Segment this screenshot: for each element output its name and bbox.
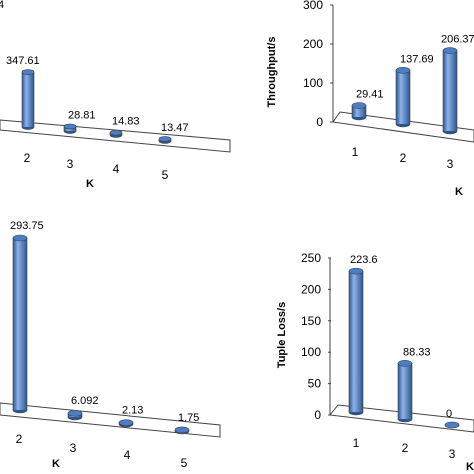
data-label: 29.41 xyxy=(356,89,384,101)
y-tick-label: 150 xyxy=(301,314,321,328)
data-label: 1.75 xyxy=(178,412,199,424)
y-tick-label: 200 xyxy=(303,37,323,51)
bar xyxy=(109,129,123,138)
panel-top-left: 4 347.61 2 28.81 3 14.83 4 13.47 5 K xyxy=(0,0,231,190)
x-axis-title: K xyxy=(52,458,60,470)
bar xyxy=(174,426,190,435)
data-label: 28.81 xyxy=(68,109,96,121)
x-tick-label: 3 xyxy=(449,447,456,461)
y-tick-label: 0 xyxy=(316,115,323,129)
x-tick-label: 5 xyxy=(181,456,188,470)
y-tick-label: 300 xyxy=(303,0,323,12)
panel-bottom-right: 0 50 100 150 200 250 Tuple Loss/s 223.6 1 88.33… xyxy=(276,251,474,473)
bar xyxy=(158,136,172,144)
panel-bottom-left: 293.75 2 6.092 3 2.13 4 1.75 5 K xyxy=(0,220,221,470)
x-tick-label: 2 xyxy=(400,151,407,165)
data-label: 14.83 xyxy=(112,116,140,128)
bars-group: 223.6 1 88.33 2 0 3 xyxy=(348,254,460,461)
bar xyxy=(395,67,411,128)
x-tick-label: 3 xyxy=(447,157,454,171)
y-tick-label: 100 xyxy=(303,76,323,90)
svg-text:K: K xyxy=(52,458,60,470)
x-axis-title: K xyxy=(86,178,94,190)
x-tick-label: 3 xyxy=(67,157,74,171)
x-tick-label: 3 xyxy=(70,441,77,455)
x-tick-label: 1 xyxy=(353,436,360,450)
bar xyxy=(12,234,28,414)
y-axis-title: Throughput/s xyxy=(266,37,278,108)
y-tick-labels: 0 50 100 150 200 250 xyxy=(301,251,331,422)
y-axis-title: Tuple Loss/s xyxy=(276,302,288,368)
bar xyxy=(351,102,367,121)
y-tick-label: 0 xyxy=(314,408,321,422)
bar xyxy=(21,69,35,130)
panel-top-right: 0 100 200 300 Throughput/s 29.41 1 137.69 2 206… xyxy=(266,0,474,198)
data-label: 293.75 xyxy=(10,220,44,232)
bar xyxy=(63,123,77,134)
data-label: 347.61 xyxy=(6,55,40,67)
x-tick-label: 5 xyxy=(162,168,169,182)
data-label: 88.33 xyxy=(403,346,431,358)
svg-text:K: K xyxy=(86,178,94,190)
data-label: 2.13 xyxy=(122,405,143,417)
data-label: 6.092 xyxy=(71,395,99,407)
y-tick-label: 50 xyxy=(308,377,322,391)
bar xyxy=(442,47,458,135)
data-label: 206.377 xyxy=(441,34,474,46)
x-tick-label: 4 xyxy=(124,448,131,462)
bar xyxy=(118,419,134,428)
bars-group: 293.75 2 6.092 3 2.13 4 1.75 5 xyxy=(10,220,199,470)
data-label: 0 xyxy=(446,408,452,420)
data-label: 13.47 xyxy=(161,122,189,134)
bar xyxy=(444,421,460,429)
x-tick-label: 2 xyxy=(16,432,23,446)
x-tick-label: 4 xyxy=(113,162,120,176)
svg-text:K: K xyxy=(455,186,463,198)
y-tick-labels: 0 100 200 300 xyxy=(303,0,333,129)
x-tick-label: 1 xyxy=(352,145,359,159)
bar xyxy=(67,409,83,421)
y-tick-label: 200 xyxy=(301,282,321,296)
bar xyxy=(348,267,364,416)
y-tick-label: 250 xyxy=(301,251,321,265)
data-label: 223.6 xyxy=(350,254,378,266)
x-tick-label: 2 xyxy=(24,151,31,165)
bars-group: 347.61 2 28.81 3 14.83 4 13.47 5 xyxy=(6,55,189,182)
x-axis-title: K xyxy=(466,461,474,473)
floor xyxy=(0,402,221,438)
x-axis-title: K xyxy=(455,186,463,198)
data-label: 137.69 xyxy=(400,53,434,65)
bars-group: 29.41 1 137.69 2 206.377 3 xyxy=(352,34,474,171)
x-tick-label: 2 xyxy=(402,441,409,455)
y-tick-label: 100 xyxy=(301,345,321,359)
cropped-tick-label: 4 xyxy=(0,0,4,11)
svg-text:K: K xyxy=(466,461,474,473)
bar xyxy=(397,360,413,423)
